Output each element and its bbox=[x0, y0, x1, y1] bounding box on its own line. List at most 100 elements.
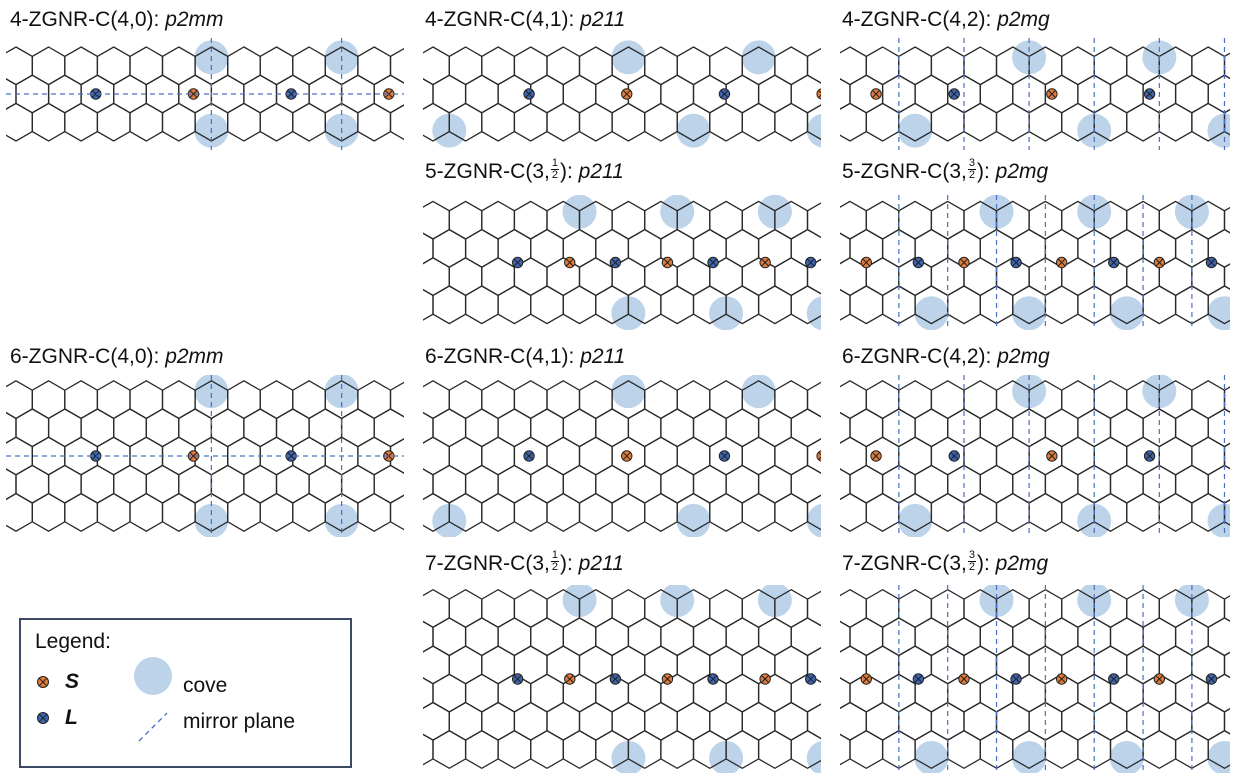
ribbon-lattice-p10 bbox=[840, 585, 1230, 773]
site-S-marker bbox=[564, 256, 576, 269]
site-L-marker bbox=[1108, 673, 1120, 685]
cove-marker bbox=[806, 741, 821, 773]
site-S-marker bbox=[1046, 88, 1058, 100]
ribbon-lattice-p4 bbox=[423, 195, 821, 330]
cove-marker bbox=[914, 296, 949, 330]
legend-label-mirror: mirror plane bbox=[183, 710, 296, 733]
site-S-marker bbox=[870, 450, 882, 462]
panel-title-p6: 6-ZGNR-C(4,0): p2mm bbox=[10, 345, 224, 368]
cove-marker bbox=[806, 113, 821, 148]
site-S-marker bbox=[860, 256, 872, 269]
site-L-marker bbox=[1205, 673, 1218, 685]
site-S-marker bbox=[759, 673, 771, 685]
site-L-marker bbox=[1205, 256, 1218, 269]
hex-lattice bbox=[840, 380, 1230, 532]
ribbon-lattice-p7 bbox=[423, 375, 821, 537]
hex-lattice bbox=[6, 380, 404, 532]
ribbon-lattice-p9 bbox=[423, 585, 821, 773]
site-L-marker bbox=[511, 673, 524, 685]
cove-marker bbox=[1109, 296, 1144, 330]
site-S-marker bbox=[661, 673, 674, 685]
cove-marker bbox=[676, 503, 711, 537]
site-L-marker bbox=[718, 88, 731, 100]
cove-marker bbox=[806, 296, 821, 330]
hex-lattice bbox=[423, 200, 821, 325]
symmetry-group: p2mm bbox=[165, 345, 224, 368]
site-L-marker bbox=[912, 256, 925, 269]
cove-marker bbox=[741, 375, 776, 409]
cove-marker bbox=[676, 113, 711, 148]
legend-label-S: S bbox=[65, 670, 80, 693]
ribbon-lattice-p3 bbox=[840, 38, 1230, 150]
site-L-marker bbox=[285, 450, 297, 462]
panel-title-p3: 4-ZGNR-C(4,2): p2mg bbox=[842, 8, 1050, 31]
cove-marker bbox=[914, 740, 949, 773]
legend-title: Legend: bbox=[35, 630, 111, 653]
site-L-marker bbox=[707, 256, 719, 269]
legend: Legend: S L cove mirror plane bbox=[19, 618, 352, 768]
site-S-marker bbox=[1153, 673, 1166, 685]
symmetry-group: p2mg bbox=[997, 8, 1050, 31]
symmetry-group: p2mg bbox=[995, 552, 1049, 575]
cove-marker bbox=[806, 504, 821, 537]
legend-site-L-marker bbox=[37, 712, 49, 724]
symmetry-group: p211 bbox=[578, 160, 624, 183]
cove-marker bbox=[1207, 296, 1230, 330]
site-S-marker bbox=[1055, 256, 1068, 269]
symmetry-group: p2mg bbox=[997, 345, 1050, 368]
hex-lattice bbox=[423, 588, 821, 770]
cove-marker bbox=[611, 40, 646, 75]
site-L-marker bbox=[948, 450, 960, 462]
site-L-marker bbox=[285, 88, 297, 100]
cove-layer bbox=[898, 375, 1230, 537]
cove-layer bbox=[432, 375, 821, 537]
cove-marker bbox=[1012, 296, 1047, 330]
cove-marker bbox=[611, 375, 646, 409]
site-L-marker bbox=[718, 450, 731, 462]
panel-title-p10: 7-ZGNR-C(3, 3 2): p2mg bbox=[842, 548, 1049, 575]
site-S-marker bbox=[564, 673, 576, 685]
site-L-marker bbox=[511, 256, 524, 269]
ribbon-lattice-p1 bbox=[6, 38, 404, 150]
cove-marker bbox=[898, 503, 933, 537]
ribbon-lattice-p2 bbox=[423, 40, 821, 148]
site-L-marker bbox=[707, 673, 719, 685]
panel-title-p4: 5-ZGNR-C(3, 1 2): p211 bbox=[425, 156, 624, 183]
site-L-marker bbox=[1010, 673, 1022, 685]
symmetry-group: p2mm bbox=[165, 8, 224, 31]
legend-site-S-marker bbox=[37, 676, 49, 688]
panel-title-p7: 6-ZGNR-C(4,1): p211 bbox=[425, 345, 626, 368]
site-S-marker bbox=[870, 88, 882, 100]
legend-mirror-swatch bbox=[138, 712, 168, 742]
symmetry-group: p211 bbox=[580, 345, 626, 368]
hex-lattice bbox=[6, 46, 404, 142]
site-L-marker bbox=[912, 673, 925, 685]
site-S-marker bbox=[1046, 450, 1058, 462]
cove-marker bbox=[1012, 740, 1047, 773]
legend-cove-swatch bbox=[134, 657, 172, 695]
ribbon-lattice-p5 bbox=[840, 195, 1230, 330]
legend-label-cove: cove bbox=[183, 674, 228, 697]
panel-title-p8: 6-ZGNR-C(4,2): p2mg bbox=[842, 345, 1050, 368]
panel-title-p9: 7-ZGNR-C(3, 1 2): p211 bbox=[425, 548, 624, 575]
site-S-marker bbox=[1055, 673, 1068, 685]
cove-marker bbox=[194, 375, 229, 409]
site-L-marker bbox=[609, 256, 622, 269]
site-L-marker bbox=[1143, 450, 1156, 462]
ribbon-lattice-p8 bbox=[840, 375, 1230, 537]
cove-marker bbox=[898, 113, 933, 148]
hex-lattice bbox=[423, 380, 821, 532]
cove-marker bbox=[324, 375, 359, 409]
cove-marker bbox=[1207, 113, 1230, 148]
site-L-marker bbox=[523, 450, 535, 462]
site-L-marker bbox=[805, 256, 817, 269]
site-L-marker bbox=[523, 88, 535, 100]
site-S-marker bbox=[816, 450, 821, 462]
site-L-marker bbox=[1010, 256, 1022, 269]
legend-symbols bbox=[37, 657, 172, 742]
ribbon-lattice-p6 bbox=[6, 375, 404, 537]
